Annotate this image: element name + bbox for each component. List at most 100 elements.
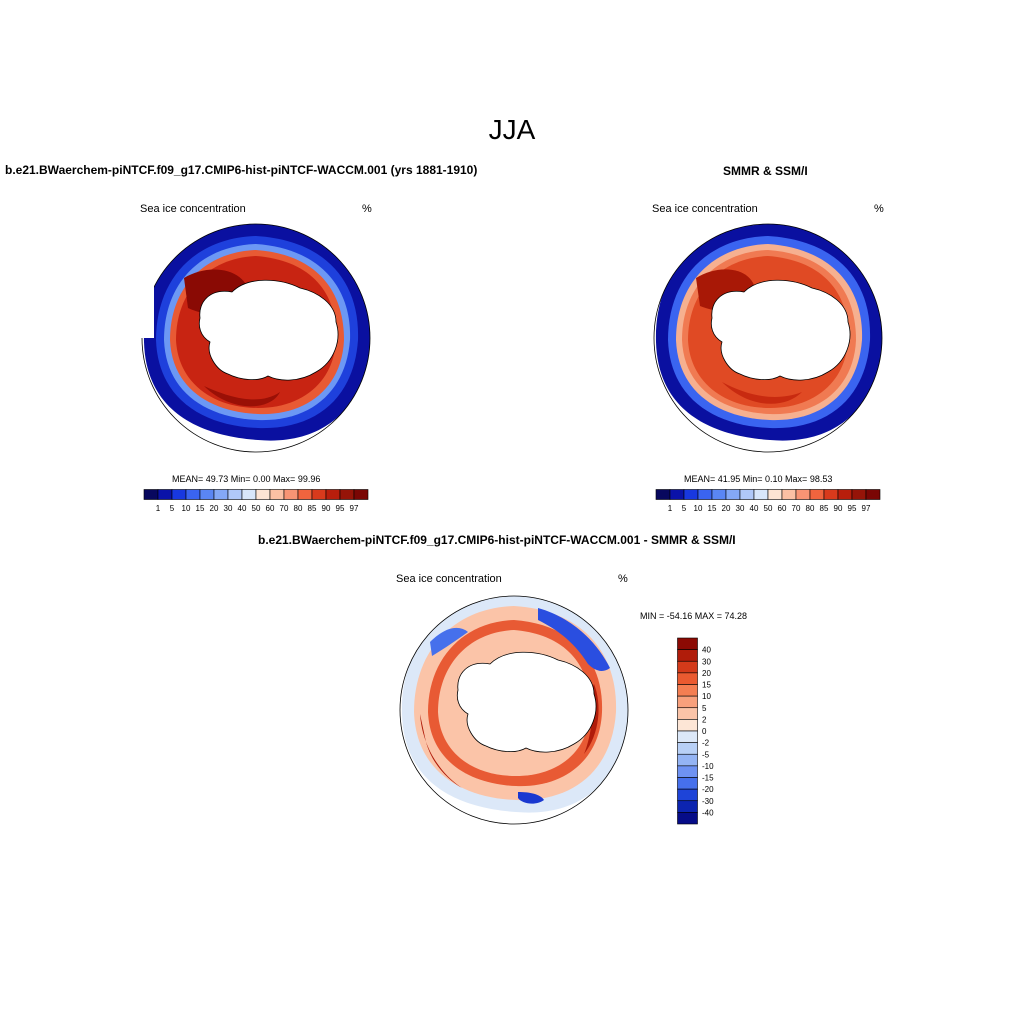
obs-colorbar-box [725,489,741,500]
obs-colorbar-box [711,489,727,500]
obs-colorbar-box [795,489,811,500]
obs-colorbar-box [781,489,797,500]
diff-antarctica-land [456,651,597,753]
model-colorbar-box [255,489,271,500]
diff-colorbar-box [677,800,698,813]
model-colorbar-label: 5 [170,504,175,513]
obs-colorbar-label: 80 [806,504,815,513]
obs-colorbar-box [739,489,755,500]
obs-unit-label: % [874,203,884,215]
diff-colorbar-box [677,672,698,685]
diff-variable-label: Sea ice concentration [396,573,502,585]
model-stats: MEAN= 49.73 Min= 0.00 Max= 99.96 [172,474,321,484]
model-colorbar-label: 97 [350,504,359,513]
model-colorbar: 1 5 10 15 20 30 40 50 60 70 80 85 90 95 97 [143,489,369,513]
model-antarctica-land [198,279,339,381]
obs-colorbar-label: 15 [708,504,717,513]
obs-colorbar: 1 5 10 15 20 30 40 50 60 70 80 85 90 95 97 [655,489,881,513]
diff-colorbar-label: 30 [702,657,711,666]
model-colorbar-box [143,489,159,500]
model-colorbar-box [283,489,299,500]
model-colorbar-box [353,489,369,500]
diff-colorbar-label: -2 [702,739,710,748]
model-variable-label: Sea ice concentration [140,203,246,215]
obs-antarctica-land [710,279,851,381]
model-colorbar-label: 95 [336,504,345,513]
obs-colorbar-box [697,489,713,500]
diff-colorbar-label: -20 [702,785,714,794]
obs-colorbar-label: 95 [848,504,857,513]
model-colorbar-box [339,489,355,500]
model-colorbar-label: 90 [322,504,331,513]
model-colorbar-box [241,489,257,500]
diff-colorbar-box [677,788,698,802]
model-colorbar-box [227,489,243,500]
obs-colorbar-box [753,489,769,500]
obs-colorbar-label: 90 [834,504,843,513]
diff-colorbar: 40 30 20 15 10 5 2 0 -2 -5 -10 -15 -20 -30 -40 [677,637,717,827]
diff-colorbar-box [677,765,698,778]
obs-colorbar-label: 97 [862,504,871,513]
obs-colorbar-label: 10 [694,504,703,513]
model-colorbar-label: 50 [252,504,261,513]
model-colorbar-label: 10 [182,504,191,513]
model-colorbar-box [171,489,187,500]
model-colorbar-label: 85 [308,504,317,513]
obs-colorbar-box [823,489,839,500]
diff-colorbar-label: -40 [702,808,714,817]
diff-colorbar-label: 5 [702,704,707,713]
obs-colorbar-box [683,489,699,500]
obs-colorbar-box [837,489,853,500]
diff-colorbar-box [677,777,698,790]
obs-colorbar-box [669,489,685,500]
diff-colorbar-label: 15 [702,681,711,690]
diff-colorbar-box [677,660,698,674]
obs-colorbar-label: 40 [750,504,759,513]
diff-colorbar-box [677,719,698,732]
model-unit-label: % [362,203,372,215]
model-colorbar-box [269,489,285,500]
model-colorbar-box [157,489,173,500]
model-colorbar-box [311,489,327,500]
obs-colorbar-label: 1 [668,504,673,513]
obs-colorbar-box [851,489,867,500]
diff-colorbar-box [677,753,698,767]
obs-colorbar-label: 60 [778,504,787,513]
figure-title: JJA [488,114,536,145]
diff-colorbar-label: 10 [702,692,711,701]
model-colorbar-label: 40 [238,504,247,513]
diff-colorbar-label: -5 [702,750,710,759]
diff-colorbar-label: -30 [702,797,714,806]
diff-panel-heading: b.e21.BWaerchem-piNTCF.f09_g17.CMIP6-his… [258,533,736,547]
diff-polar-map [398,594,630,826]
diff-colorbar-box [677,684,698,697]
obs-colorbar-box [767,489,783,500]
diff-stats: MIN = -54.16 MAX = 74.28 [640,611,748,621]
diff-colorbar-box [677,637,698,650]
obs-colorbar-label: 85 [820,504,829,513]
model-colorbar-box [325,489,341,500]
diff-colorbar-label: -15 [702,774,714,783]
obs-colorbar-label: 70 [792,504,801,513]
obs-colorbar-box [809,489,825,500]
obs-polar-map [652,222,884,454]
obs-colorbar-label: 20 [722,504,731,513]
diff-colorbar-label: 40 [702,646,711,655]
obs-variable-label: Sea ice concentration [652,203,758,215]
diff-colorbar-box [677,695,698,709]
obs-panel-heading: SMMR & SSM/I [723,164,808,178]
diff-colorbar-label: 0 [702,727,707,736]
diff-colorbar-box [677,812,698,825]
diff-unit-label: % [618,573,628,585]
model-colorbar-label: 20 [210,504,219,513]
model-colorbar-label: 1 [156,504,161,513]
model-panel-heading: b.e21.BWaerchem-piNTCF.f09_g17.CMIP6-his… [5,163,478,177]
model-colorbar-label: 15 [196,504,205,513]
diff-colorbar-box [677,730,698,743]
diff-colorbar-box [677,707,698,720]
diff-colorbar-box [677,742,698,755]
obs-colorbar-box [865,489,881,500]
obs-colorbar-label: 30 [736,504,745,513]
diff-colorbar-box [677,649,698,662]
obs-colorbar-label: 5 [682,504,687,513]
